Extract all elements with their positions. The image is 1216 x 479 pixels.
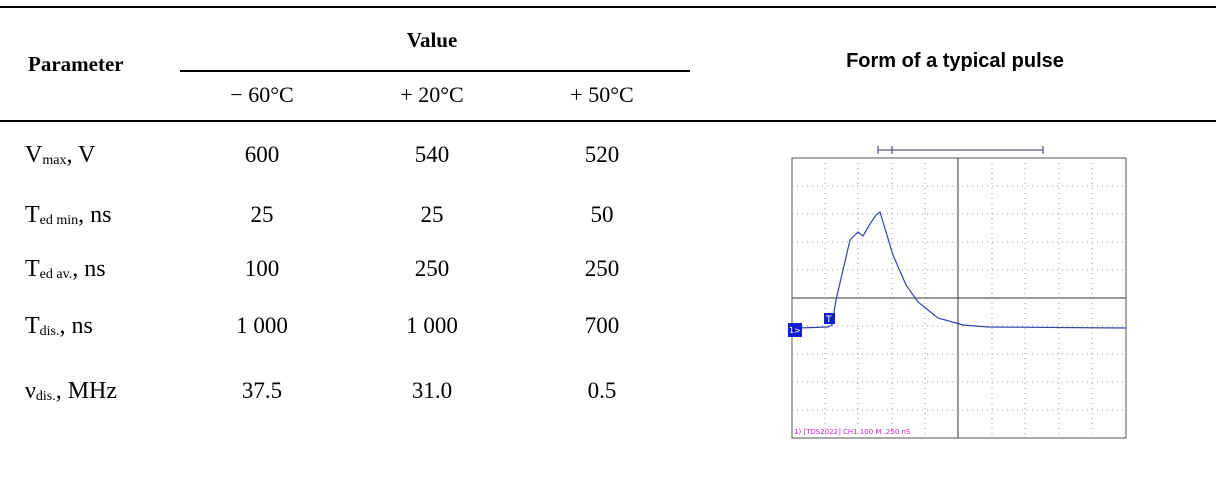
parameter-header: Parameter <box>28 52 124 77</box>
parameter-label: Ted av., ns <box>25 256 106 283</box>
temperature-header: − 60°C <box>177 82 347 108</box>
temperature-header: + 50°C <box>517 82 687 108</box>
header-rule <box>0 120 1216 122</box>
unit: , ns <box>60 313 93 339</box>
subscript: ed av. <box>40 267 73 282</box>
oscillogram: 1> T 1) [TDS2022] CH1 100 M .250 nS <box>788 140 1130 442</box>
unit: , ns <box>72 256 105 282</box>
value-cell: 37.5 <box>177 378 347 404</box>
top-rule <box>0 6 1216 8</box>
value-header: Value <box>347 28 517 53</box>
subscript: dis. <box>40 324 60 339</box>
value-cell: 25 <box>177 202 347 228</box>
symbol: T <box>25 256 40 282</box>
parameter-label: Tdis., ns <box>25 313 93 340</box>
channel-label: 1> <box>789 326 801 335</box>
subscript: max <box>42 153 66 168</box>
unit: , V <box>66 142 95 168</box>
value-cell: 50 <box>517 202 687 228</box>
value-cell: 31.0 <box>347 378 517 404</box>
page: Parameter Value Form of a typical pulse … <box>0 0 1216 479</box>
symbol: V <box>25 142 42 168</box>
value-cell: 540 <box>347 142 517 168</box>
value-cell: 25 <box>347 202 517 228</box>
symbol: T <box>25 202 40 228</box>
parameter-label: Ted min, ns <box>25 202 112 229</box>
value-underline <box>180 70 690 72</box>
subscript: ed min <box>40 213 79 228</box>
unit: , MHz <box>56 378 117 404</box>
value-cell: 600 <box>177 142 347 168</box>
value-cell: 250 <box>517 256 687 282</box>
value-cell: 1 000 <box>177 313 347 339</box>
unit: , ns <box>78 202 111 228</box>
subscript: dis. <box>36 389 56 404</box>
value-cell: 1 000 <box>347 313 517 339</box>
parameter-label: νdis., MHz <box>25 378 117 405</box>
scope-caption: 1) [TDS2022] CH1 100 M .250 nS <box>794 428 911 436</box>
value-cell: 700 <box>517 313 687 339</box>
pulse-header: Form of a typical pulse <box>780 50 1130 73</box>
value-cell: 100 <box>177 256 347 282</box>
value-cell: 0.5 <box>517 378 687 404</box>
temperature-header: + 20°C <box>347 82 517 108</box>
value-cell: 250 <box>347 256 517 282</box>
value-cell: 520 <box>517 142 687 168</box>
trigger-label: T <box>825 315 832 325</box>
parameter-label: Vmax, V <box>25 142 95 169</box>
symbol: T <box>25 313 40 339</box>
symbol: ν <box>25 378 36 404</box>
